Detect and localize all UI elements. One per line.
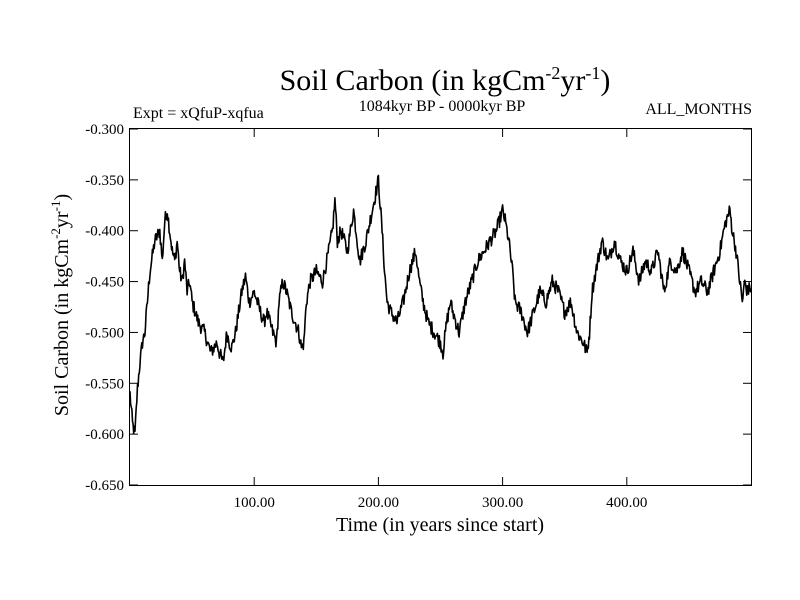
y-tick-label: -0.350 bbox=[85, 173, 124, 189]
y-axis-label: Soil Carbon (in kgCm-2yr-1) bbox=[48, 194, 73, 416]
y-tick-label: -0.450 bbox=[85, 275, 124, 291]
chart-title: Soil Carbon (in kgCm-2yr-1) bbox=[280, 63, 611, 97]
experiment-label: Expt = xQfuP-xqfua bbox=[133, 105, 264, 122]
x-tick-label: 400.00 bbox=[606, 495, 647, 511]
y-tick-label: -0.600 bbox=[85, 427, 124, 443]
plot-frame bbox=[129, 128, 752, 486]
x-tick-label: 300.00 bbox=[482, 495, 523, 511]
y-tick-label: -0.650 bbox=[85, 478, 124, 494]
months-label: ALL_MONTHS bbox=[645, 101, 752, 118]
x-tick-label: 200.00 bbox=[358, 495, 399, 511]
y-tick-label: -0.400 bbox=[85, 224, 124, 240]
y-tick-label: -0.550 bbox=[85, 376, 124, 392]
x-tick-label: 100.00 bbox=[234, 495, 275, 511]
y-tick-label: -0.500 bbox=[85, 325, 124, 341]
soil-carbon-series-line bbox=[129, 174, 752, 435]
y-tick-label: -0.300 bbox=[85, 122, 124, 138]
y-axis: -0.300 -0.350 -0.400 -0.450 -0.500 -0.550 -0.6… bbox=[85, 122, 751, 494]
x-axis: 100.00 200.00 300.00 400.00 bbox=[234, 129, 647, 511]
time-range-label: 1084kyr BP - 0000kyr BP bbox=[359, 98, 526, 115]
x-axis-label: Time (in years since start) bbox=[336, 514, 544, 536]
